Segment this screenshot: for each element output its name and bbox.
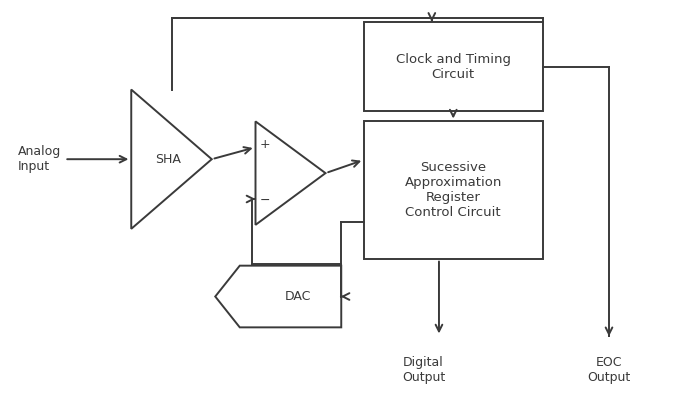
Text: Sucessive
Approximation
Register
Control Circuit: Sucessive Approximation Register Control… xyxy=(405,161,502,219)
Text: EOC
Output: EOC Output xyxy=(587,356,631,384)
Text: Digital
Output: Digital Output xyxy=(402,356,445,384)
Text: +: + xyxy=(259,139,270,151)
Text: −: − xyxy=(260,194,270,207)
Text: SHA: SHA xyxy=(155,153,181,166)
Text: Clock and Timing
Circuit: Clock and Timing Circuit xyxy=(395,53,511,81)
Bar xyxy=(364,22,542,111)
Text: Analog
Input: Analog Input xyxy=(18,145,61,173)
Bar xyxy=(364,121,542,259)
Text: DAC: DAC xyxy=(284,290,311,303)
